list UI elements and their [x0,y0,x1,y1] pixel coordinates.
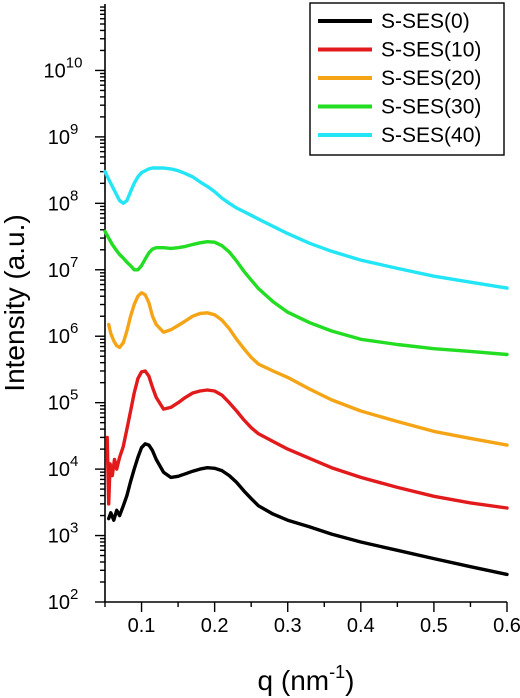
y-tick-label: 106 [48,320,79,348]
x-axis-title: q (nm-1) [258,662,355,696]
series-layer [103,166,509,577]
y-tick-label-base: 10 [48,260,70,282]
legend-items: S-SES(0) S-SES(10) S-SES(20) S-SES(30) S-SES… [318,10,481,147]
y-tick-label-base: 10 [48,326,70,348]
y-tick-label-exponent: 9 [70,121,78,138]
series-line-s-ses-30 [103,229,509,357]
y-tick-label-exponent: 8 [70,187,78,204]
y-tick-label: 109 [48,121,79,149]
x-axis-title-superscript: -1 [329,662,345,682]
y-tick-label-exponent: 4 [70,453,78,470]
legend-label-s-ses-40: S-SES(40) [381,124,481,147]
y-tick-label-exponent: 2 [70,586,78,603]
series-line-s-ses-10 [105,369,509,510]
legend-label-s-ses-30: S-SES(30) [381,96,481,119]
y-tick-label-base: 10 [48,393,70,415]
y-tick-label-exponent: 7 [70,254,78,271]
x-tick-label: 0.5 [420,615,448,637]
x-axis-title-close: ) [345,665,354,696]
y-tick-label: 107 [48,254,79,282]
y-tick-label-base: 10 [44,60,66,82]
series-line-s-ses-40 [103,166,509,290]
x-axis-title-main: q (nm [258,665,330,696]
y-tick-label: 1010 [44,54,83,82]
y-tick-label: 105 [48,387,79,415]
plot-frame [104,4,507,603]
y-tick-label-exponent: 5 [70,387,78,404]
x-tick-label: 0.1 [128,615,156,637]
y-tick-label: 104 [48,453,79,481]
y-tick-label: 108 [48,187,79,215]
legend-label-s-ses-10: S-SES(10) [381,39,481,62]
y-tick-label-exponent: 3 [70,520,78,537]
legend-label-s-ses-0: S-SES(0) [381,10,470,33]
y-tick-label-exponent: 10 [66,54,83,71]
legend: S-SES(0) S-SES(10) S-SES(20) S-SES(30) S-SES… [309,2,505,156]
legend-label-s-ses-20: S-SES(20) [381,67,481,90]
x-tick-label: 0.3 [274,615,302,637]
x-tick-label: 0.6 [493,615,520,637]
y-tick-label-exponent: 6 [70,320,78,337]
x-tick-label: 0.4 [347,615,375,637]
y-tick-label-base: 10 [48,193,70,215]
y-tick-label-base: 10 [48,459,70,481]
x-axis-ticks: 0.1 0.2 0.3 0.4 0.5 0.6 [104,602,520,637]
series-line-s-ses-20 [107,291,509,447]
y-tick-label-base: 10 [48,592,70,614]
x-tick-label: 0.2 [201,615,229,637]
y-tick-label: 103 [48,520,79,548]
y-tick-label-base: 10 [48,526,70,548]
series-line-s-ses-0 [107,442,509,577]
y-tick-label: 102 [48,586,79,614]
y-axis-title: Intensity (a.u.) [0,214,30,391]
y-tick-label-base: 10 [48,127,70,149]
